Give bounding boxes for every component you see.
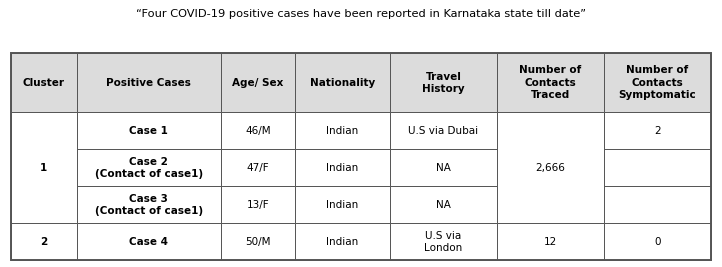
Text: Number of
Contacts
Symptomatic: Number of Contacts Symptomatic	[619, 65, 697, 100]
Text: Case 4: Case 4	[129, 237, 168, 247]
Bar	[77, 112, 221, 149]
Bar	[295, 149, 390, 186]
Text: Indian: Indian	[326, 163, 359, 173]
Text: Nationality: Nationality	[310, 78, 375, 88]
Bar	[390, 149, 497, 186]
Bar	[77, 223, 221, 260]
Bar	[497, 223, 604, 260]
Text: Case 1: Case 1	[129, 126, 168, 136]
Bar	[77, 149, 221, 186]
Text: NA: NA	[436, 163, 451, 173]
Bar	[221, 53, 295, 112]
Text: 0: 0	[654, 237, 661, 247]
Text: Case 2
(Contact of case1): Case 2 (Contact of case1)	[95, 157, 203, 179]
Bar	[221, 149, 295, 186]
Bar	[295, 223, 390, 260]
Bar	[604, 149, 711, 186]
Text: Indian: Indian	[326, 237, 359, 247]
Bar	[295, 53, 390, 112]
Text: 2: 2	[40, 237, 48, 247]
Text: Travel
History: Travel History	[422, 72, 465, 94]
Text: Age/ Sex: Age/ Sex	[232, 78, 284, 88]
Text: NA: NA	[436, 200, 451, 210]
Bar	[11, 112, 77, 223]
Bar	[390, 53, 497, 112]
Bar	[604, 53, 711, 112]
Text: U.S via Dubai: U.S via Dubai	[409, 126, 479, 136]
Text: 13/F: 13/F	[247, 200, 269, 210]
Text: Case 3
(Contact of case1): Case 3 (Contact of case1)	[95, 194, 203, 216]
Text: 1: 1	[40, 163, 48, 173]
Bar	[221, 112, 295, 149]
Bar	[11, 223, 77, 260]
Text: U.S via
London: U.S via London	[425, 231, 463, 253]
Bar	[604, 112, 711, 149]
Text: 50/M: 50/M	[245, 237, 271, 247]
Bar	[390, 186, 497, 223]
Bar	[11, 53, 77, 112]
Text: 47/F: 47/F	[247, 163, 269, 173]
Text: 2,666: 2,666	[536, 163, 565, 173]
Text: 46/M: 46/M	[245, 126, 271, 136]
Text: Indian: Indian	[326, 126, 359, 136]
Bar	[604, 186, 711, 223]
Bar	[390, 112, 497, 149]
Text: Positive Cases: Positive Cases	[106, 78, 191, 88]
Bar	[221, 223, 295, 260]
Text: Number of
Contacts
Traced: Number of Contacts Traced	[519, 65, 582, 100]
Text: 12: 12	[544, 237, 557, 247]
Bar	[604, 223, 711, 260]
Bar	[221, 186, 295, 223]
Bar	[11, 53, 711, 260]
Bar	[295, 186, 390, 223]
Bar	[77, 53, 221, 112]
Text: Cluster: Cluster	[23, 78, 65, 88]
Bar	[497, 112, 604, 223]
Text: 2: 2	[654, 126, 661, 136]
Text: “Four COVID-19 positive cases have been reported in Karnataka state till date”: “Four COVID-19 positive cases have been …	[136, 9, 586, 19]
Bar	[390, 223, 497, 260]
Bar	[295, 112, 390, 149]
Text: Indian: Indian	[326, 200, 359, 210]
Bar	[77, 186, 221, 223]
Bar	[497, 53, 604, 112]
